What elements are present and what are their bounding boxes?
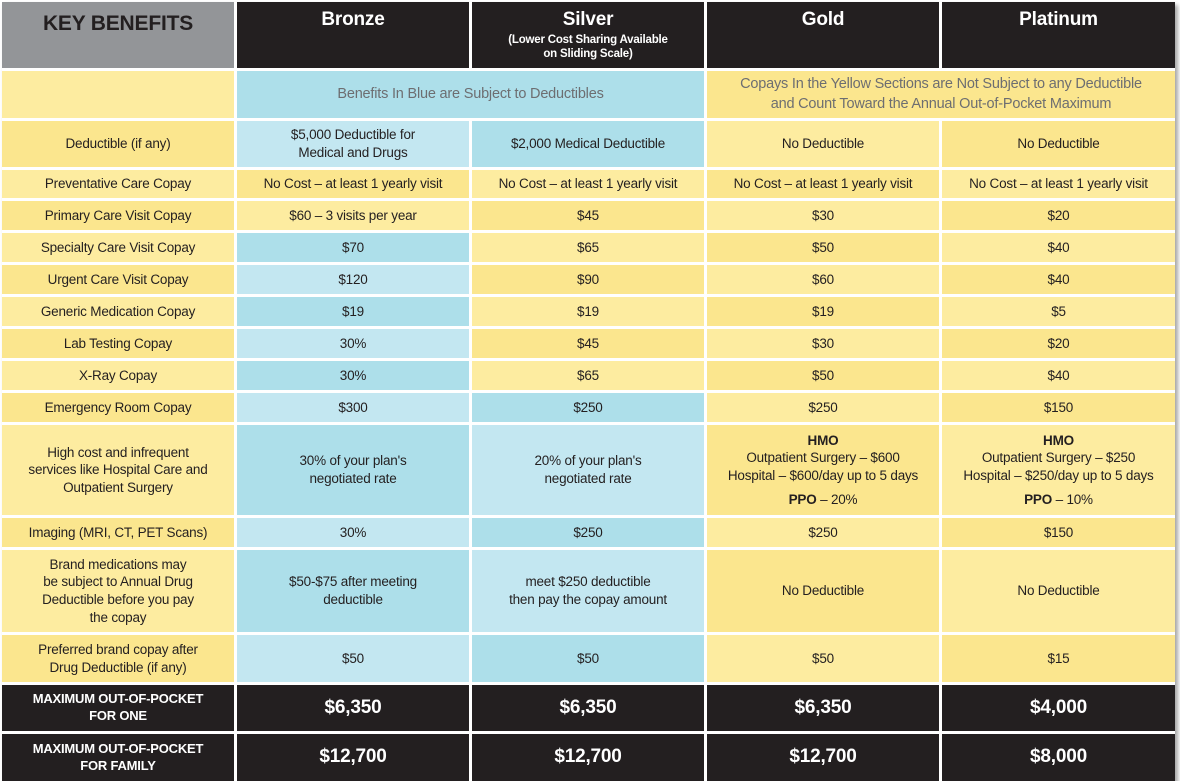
table-cell: $15 — [942, 635, 1175, 682]
row-label: Preventative Care Copay — [2, 170, 234, 198]
table-cell: meet $250 deductible then pay the copay … — [472, 550, 704, 632]
table-cell: $50 — [707, 361, 939, 390]
hmo-detail: Outpatient Surgery – $600 Hospital – $60… — [727, 450, 919, 483]
hmo-label: HMO — [1043, 432, 1074, 448]
table-cell: $250 — [707, 393, 939, 422]
table-cell: No Deductible — [707, 550, 939, 632]
row-label: Lab Testing Copay — [2, 329, 234, 358]
blue-banner: Benefits In Blue are Subject to Deductib… — [237, 71, 704, 118]
table-cell: $5 — [942, 297, 1175, 326]
total-value: $8,000 — [942, 734, 1175, 781]
table-cell: $65 — [472, 233, 704, 262]
table-cell: $19 — [237, 297, 469, 326]
table-cell: $50 — [237, 635, 469, 682]
table-cell: 30% — [237, 329, 469, 358]
table-cell: No Cost – at least 1 yearly visit — [707, 170, 939, 198]
row-label: Deductible (if any) — [2, 121, 234, 167]
ppo-line: PPO – 20% — [789, 491, 858, 509]
key-benefits-header: KEY BENEFITS — [2, 2, 234, 68]
row-label: Primary Care Visit Copay — [2, 201, 234, 230]
plan-header-gold: Gold — [707, 2, 939, 68]
hmo-detail: Outpatient Surgery – $250 Hospital – $25… — [963, 450, 1154, 483]
table-cell: $50 — [707, 635, 939, 682]
total-value: $6,350 — [472, 685, 704, 731]
total-value: $12,700 — [707, 734, 939, 781]
row-label: Emergency Room Copay — [2, 393, 234, 422]
ppo-label: PPO — [1024, 491, 1053, 507]
total-value: $12,700 — [237, 734, 469, 781]
ppo-value: – 20% — [816, 491, 858, 507]
table-cell: $250 — [472, 518, 704, 547]
table-cell: No Deductible — [942, 550, 1175, 632]
row-label: Urgent Care Visit Copay — [2, 265, 234, 294]
row-label: Specialty Care Visit Copay — [2, 233, 234, 262]
table-cell: $50 — [472, 635, 704, 682]
total-value: $4,000 — [942, 685, 1175, 731]
table-cell: $60 — [707, 265, 939, 294]
plan-note: (Lower Cost Sharing Available on Sliding… — [508, 33, 668, 61]
ppo-value: – 10% — [1052, 491, 1093, 507]
table-cell: 30% of your plan's negotiated rate — [237, 425, 469, 515]
table-cell: $20 — [942, 201, 1175, 230]
total-value: $6,350 — [707, 685, 939, 731]
table-cell: No Deductible — [942, 121, 1175, 167]
table-cell: $40 — [942, 265, 1175, 294]
table-cell: $45 — [472, 201, 704, 230]
table-cell: $90 — [472, 265, 704, 294]
table-cell: $19 — [707, 297, 939, 326]
table-cell: 30% — [237, 361, 469, 390]
table-cell: No Deductible — [707, 121, 939, 167]
table-cell: $19 — [472, 297, 704, 326]
table-cell: $70 — [237, 233, 469, 262]
total-label: MAXIMUM OUT-OF-POCKET FOR FAMILY — [2, 734, 234, 781]
total-value: $12,700 — [472, 734, 704, 781]
plan-name: Platinum — [1019, 9, 1098, 30]
table-cell: $120 — [237, 265, 469, 294]
total-value: $6,350 — [237, 685, 469, 731]
table-cell: $2,000 Medical Deductible — [472, 121, 704, 167]
table-cell: $30 — [707, 201, 939, 230]
ppo-label: PPO — [788, 491, 817, 507]
table-cell: $5,000 Deductible for Medical and Drugs — [237, 121, 469, 167]
row-label: Imaging (MRI, CT, PET Scans) — [2, 518, 234, 547]
banner-spacer — [2, 71, 234, 118]
table-cell: $300 — [237, 393, 469, 422]
table-cell: $60 – 3 visits per year — [237, 201, 469, 230]
table-cell: $65 — [472, 361, 704, 390]
table-cell: No Cost – at least 1 yearly visit — [237, 170, 469, 198]
plan-header-bronze: Bronze — [237, 2, 469, 68]
hmo-label: HMO — [807, 432, 839, 448]
table-cell: $50 — [707, 233, 939, 262]
plan-name: Silver — [562, 9, 614, 30]
plan-header-silver: Silver (Lower Cost Sharing Available on … — [472, 2, 704, 68]
table-cell: HMO Outpatient Surgery – $250 Hospital – … — [942, 425, 1175, 515]
row-label: X-Ray Copay — [2, 361, 234, 390]
table-cell: $20 — [942, 329, 1175, 358]
table-cell: $30 — [707, 329, 939, 358]
plan-header-platinum: Platinum — [942, 2, 1175, 68]
ppo-line: PPO – 10% — [1024, 491, 1093, 509]
yellow-banner: Copays In the Yellow Sections are Not Su… — [707, 71, 1175, 118]
row-label: Generic Medication Copay — [2, 297, 234, 326]
table-cell: 20% of your plan's negotiated rate — [472, 425, 704, 515]
plan-name: Gold — [801, 9, 845, 30]
table-cell: $50-$75 after meeting deductible — [237, 550, 469, 632]
plan-name: Bronze — [321, 9, 385, 30]
table-cell: $40 — [942, 233, 1175, 262]
table-cell: No Cost – at least 1 yearly visit — [472, 170, 704, 198]
total-label: MAXIMUM OUT-OF-POCKET FOR ONE — [2, 685, 234, 731]
table-cell: $150 — [942, 393, 1175, 422]
table-cell: $250 — [707, 518, 939, 547]
row-label: Preferred brand copay after Drug Deducti… — [2, 635, 234, 682]
row-label: High cost and infrequent services like H… — [2, 425, 234, 515]
table-cell: HMO Outpatient Surgery – $600 Hospital – … — [707, 425, 939, 515]
table-cell: No Cost – at least 1 yearly visit — [942, 170, 1175, 198]
table-cell: $40 — [942, 361, 1175, 390]
table-cell: $150 — [942, 518, 1175, 547]
row-label: Brand medications may be subject to Annu… — [2, 550, 234, 632]
table-cell: 30% — [237, 518, 469, 547]
table-cell: $250 — [472, 393, 704, 422]
table-cell: $45 — [472, 329, 704, 358]
